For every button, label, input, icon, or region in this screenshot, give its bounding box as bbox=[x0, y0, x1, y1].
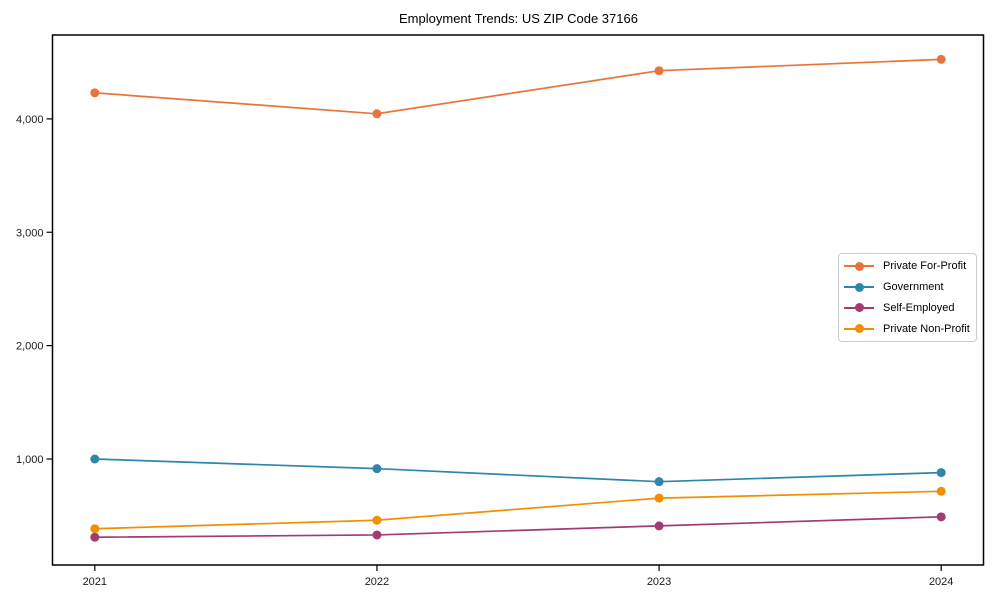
x-tick-label: 2023 bbox=[647, 576, 671, 588]
y-tick-label: 4,000 bbox=[16, 114, 44, 126]
data-point-self-employed-2022 bbox=[372, 530, 382, 540]
data-point-private-for-profit-2022 bbox=[372, 109, 382, 119]
legend-label: Self-Employed bbox=[883, 301, 955, 314]
legend-label: Private Non-Profit bbox=[883, 322, 970, 335]
x-tick-label: 2021 bbox=[83, 576, 107, 588]
data-point-private-non-profit-2023 bbox=[654, 493, 664, 503]
data-point-government-2024 bbox=[936, 468, 946, 478]
data-point-private-for-profit-2021 bbox=[90, 88, 100, 98]
data-point-private-for-profit-2024 bbox=[936, 54, 946, 64]
legend-marker-icon bbox=[844, 261, 874, 271]
data-point-private-non-profit-2021 bbox=[90, 524, 100, 534]
plot-frame bbox=[51, 34, 985, 566]
x-tick-label: 2022 bbox=[365, 576, 389, 588]
legend-label: Private For-Profit bbox=[883, 260, 967, 273]
legend-item-government: Government bbox=[844, 277, 970, 298]
data-point-government-2023 bbox=[654, 477, 664, 487]
data-point-private-non-profit-2022 bbox=[372, 515, 382, 525]
y-tick-label: 1,000 bbox=[16, 454, 44, 466]
legend: Private For-Profit Government Self-Emplo… bbox=[838, 253, 977, 342]
series-line-government bbox=[93, 458, 943, 483]
series-line-private-for-profit bbox=[93, 58, 943, 115]
legend-item-private-non-profit: Private Non-Profit bbox=[844, 318, 970, 339]
series-line-self-employed bbox=[93, 515, 943, 539]
legend-marker-icon bbox=[844, 303, 874, 313]
legend-item-self-employed: Self-Employed bbox=[844, 298, 970, 319]
legend-label: Government bbox=[883, 281, 944, 294]
legend-item-private-for-profit: Private For-Profit bbox=[844, 256, 970, 277]
series-line-private-non-profit bbox=[93, 490, 943, 530]
legend-marker-icon bbox=[844, 324, 874, 334]
data-point-self-employed-2021 bbox=[90, 532, 100, 542]
data-point-self-employed-2024 bbox=[936, 512, 946, 522]
legend-marker-icon bbox=[844, 282, 874, 292]
data-point-private-non-profit-2024 bbox=[936, 486, 946, 496]
y-tick-label: 2,000 bbox=[16, 341, 44, 353]
data-point-self-employed-2023 bbox=[654, 521, 664, 531]
chart-title: Employment Trends: US ZIP Code 37166 bbox=[399, 11, 638, 26]
x-tick-label: 2024 bbox=[929, 576, 953, 588]
data-point-government-2022 bbox=[372, 464, 382, 474]
data-point-government-2021 bbox=[90, 454, 100, 464]
data-point-private-for-profit-2023 bbox=[654, 66, 664, 76]
y-tick-label: 3,000 bbox=[16, 227, 44, 239]
